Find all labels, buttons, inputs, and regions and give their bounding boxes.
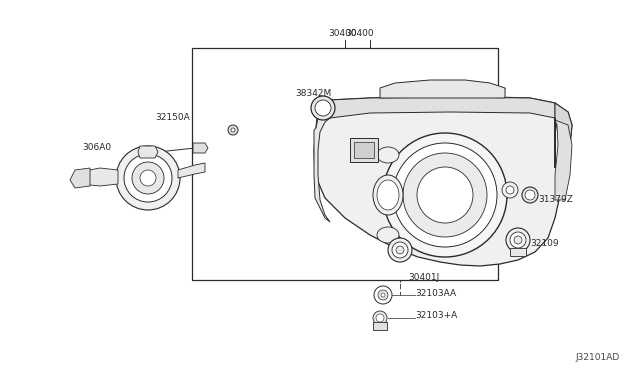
Circle shape <box>417 167 473 223</box>
Circle shape <box>140 170 156 186</box>
Text: 32103AA: 32103AA <box>415 289 456 298</box>
Circle shape <box>378 290 388 300</box>
Circle shape <box>374 286 392 304</box>
Text: J32101AD: J32101AD <box>576 353 620 362</box>
Ellipse shape <box>377 180 399 210</box>
Circle shape <box>124 154 172 202</box>
Polygon shape <box>510 248 526 256</box>
Text: 31379Z: 31379Z <box>538 196 573 205</box>
Text: 32150A: 32150A <box>155 113 189 122</box>
Circle shape <box>388 238 412 262</box>
Circle shape <box>383 133 507 257</box>
Polygon shape <box>380 80 505 98</box>
Ellipse shape <box>373 175 403 215</box>
Ellipse shape <box>377 147 399 163</box>
Text: 30400: 30400 <box>345 29 374 38</box>
Text: 32103+A: 32103+A <box>415 311 457 321</box>
Circle shape <box>228 125 238 135</box>
Bar <box>192 48 498 280</box>
Circle shape <box>396 246 404 254</box>
Polygon shape <box>70 168 90 188</box>
Polygon shape <box>555 120 572 200</box>
Ellipse shape <box>377 227 399 243</box>
Circle shape <box>403 153 487 237</box>
Text: 306A0: 306A0 <box>82 144 111 153</box>
Circle shape <box>373 311 387 325</box>
Polygon shape <box>330 97 555 118</box>
Polygon shape <box>193 143 208 153</box>
Circle shape <box>522 187 538 203</box>
Circle shape <box>514 236 522 244</box>
Circle shape <box>510 232 526 248</box>
Circle shape <box>506 228 530 252</box>
Circle shape <box>132 162 164 194</box>
Circle shape <box>392 242 408 258</box>
Circle shape <box>315 100 331 116</box>
Circle shape <box>376 314 384 322</box>
Text: 38342M: 38342M <box>295 89 332 97</box>
Circle shape <box>502 182 518 198</box>
Polygon shape <box>178 163 205 178</box>
Circle shape <box>506 186 514 194</box>
Bar <box>373 322 387 330</box>
Bar <box>354 142 374 158</box>
Polygon shape <box>138 146 158 158</box>
Circle shape <box>381 293 385 297</box>
Text: 32109: 32109 <box>530 238 559 247</box>
Circle shape <box>116 146 180 210</box>
Circle shape <box>525 190 535 200</box>
Polygon shape <box>88 168 118 186</box>
Polygon shape <box>314 97 572 266</box>
Polygon shape <box>555 103 572 168</box>
Circle shape <box>311 96 335 120</box>
Bar <box>350 138 378 162</box>
Circle shape <box>231 128 235 132</box>
Text: 30400: 30400 <box>328 29 356 38</box>
Circle shape <box>393 143 497 247</box>
Polygon shape <box>314 108 330 222</box>
Text: 30401J: 30401J <box>408 273 439 282</box>
